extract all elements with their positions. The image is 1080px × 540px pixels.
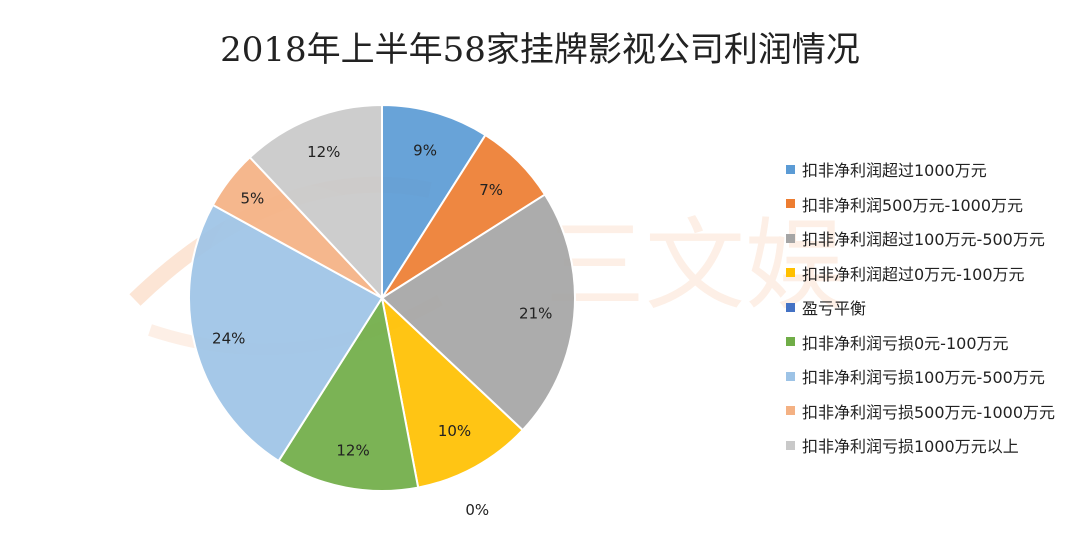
legend-swatch — [786, 233, 795, 243]
legend-item: 扣非净利润超过0万元-100万元 — [786, 256, 1055, 291]
legend-swatch — [786, 440, 795, 450]
legend-item: 扣非净利润500万元-1000万元 — [786, 187, 1055, 222]
data-label-2: 7% — [479, 181, 503, 199]
legend-label: 扣非净利润亏损1000万元以上 — [802, 437, 1019, 457]
pie-slice-9 — [248, 103, 383, 301]
legend-swatch — [786, 268, 795, 278]
pie-slice-1 — [381, 103, 487, 302]
pie-slice-6 — [277, 295, 420, 492]
data-label-5: 0% — [465, 501, 489, 519]
legend-item: 扣非净利润亏损100万元-500万元 — [786, 359, 1055, 394]
pie-slice-3 — [380, 193, 576, 432]
legend: 扣非净利润超过1000万元扣非净利润500万元-1000万元扣非净利润超过100… — [786, 152, 1055, 463]
legend-swatch — [786, 199, 795, 209]
legend-label: 盈亏平衡 — [802, 299, 867, 319]
legend-item: 扣非净利润亏损0元-100万元 — [786, 325, 1055, 360]
data-label-8: 5% — [240, 189, 264, 207]
legend-label: 扣非净利润超过1000万元 — [802, 161, 987, 181]
data-label-1: 9% — [413, 142, 437, 160]
legend-label: 扣非净利润500万元-1000万元 — [802, 195, 1024, 215]
legend-item: 扣非净利润超过100万元-500万元 — [786, 221, 1055, 256]
legend-item: 扣非净利润超过1000万元 — [786, 152, 1055, 187]
chart-title: 2018年上半年58家挂牌影视公司利润情况 — [220, 30, 860, 70]
legend-label: 扣非净利润亏损100万元-500万元 — [802, 368, 1045, 388]
data-label-9: 12% — [307, 143, 340, 161]
pie-slice-4 — [380, 295, 525, 489]
legend-swatch — [786, 337, 795, 347]
data-label-4: 10% — [438, 422, 471, 440]
legend-label: 扣非净利润亏损0元-100万元 — [802, 333, 1009, 353]
watermark-text: 三文娱 — [545, 207, 845, 324]
legend-swatch — [786, 164, 795, 174]
data-label-6: 12% — [336, 442, 369, 460]
legend-swatch — [786, 406, 795, 416]
legend-label: 扣非净利润超过0万元-100万元 — [802, 264, 1025, 284]
legend-item: 扣非净利润亏损500万元-1000万元 — [786, 394, 1055, 429]
legend-swatch — [786, 371, 795, 381]
legend-item: 扣非净利润亏损1000万元以上 — [786, 428, 1055, 463]
legend-label: 扣非净利润亏损500万元-1000万元 — [802, 402, 1056, 422]
data-label-3: 21% — [519, 305, 552, 323]
pie-slice-7 — [188, 203, 384, 463]
data-label-7: 24% — [212, 329, 245, 347]
legend-item: 盈亏平衡 — [786, 290, 1055, 325]
legend-label: 扣非净利润超过100万元-500万元 — [802, 230, 1045, 250]
legend-swatch — [786, 302, 795, 312]
